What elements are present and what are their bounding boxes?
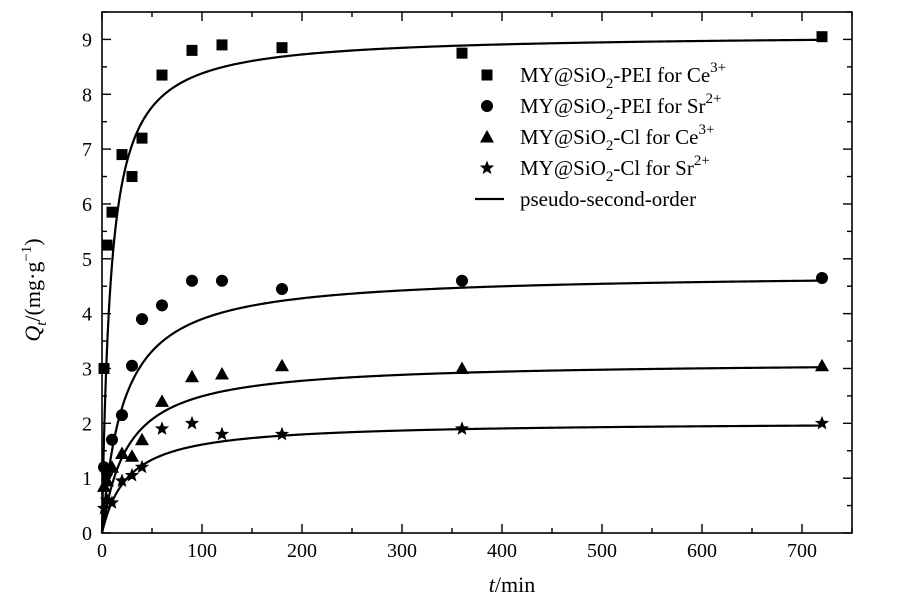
x-tick-label: 400 xyxy=(487,540,517,562)
x-tick-label: 700 xyxy=(787,540,817,562)
axes: 0 100 200 300 400 500 600 700 0 1 2 3 4 5 6 7 8 9 xyxy=(82,11,853,562)
data-point-circle xyxy=(116,409,128,422)
data-point-square xyxy=(156,69,168,81)
data-point-star xyxy=(814,415,830,430)
fit-curve-series-3 xyxy=(100,366,823,534)
data-point-square xyxy=(101,239,113,251)
y-tick-label: 9 xyxy=(82,29,92,51)
y-tick-label: 5 xyxy=(82,249,92,271)
x-tick-label: 200 xyxy=(287,540,317,562)
legend-marker-star xyxy=(479,160,495,175)
data-point-star xyxy=(114,473,130,487)
x-tick-label: 600 xyxy=(687,540,717,562)
data-point-triangle xyxy=(125,449,139,462)
data-point-square xyxy=(276,42,288,54)
data-point-triangle xyxy=(135,432,149,446)
data-point-triangle xyxy=(275,358,289,372)
data-point-circle xyxy=(126,359,138,372)
y-tick-label: 0 xyxy=(82,523,92,545)
y-tick-label: 2 xyxy=(82,413,92,435)
x-tick-label: 100 xyxy=(187,540,217,562)
data-point-square xyxy=(216,39,228,51)
legend-entry-label: MY@SiO2-PEI for Ce3+ xyxy=(520,60,726,92)
data-point-circle xyxy=(276,282,288,295)
legend-fit-label: pseudo-second-order xyxy=(520,187,696,211)
legend-entry-label: MY@SiO2-Cl for Ce3+ xyxy=(520,122,714,154)
data-point-circle xyxy=(816,271,828,284)
data-point-square xyxy=(456,47,468,59)
x-tick-label: 300 xyxy=(387,540,417,562)
y-axis-unit-a: /(mg·g xyxy=(20,262,45,322)
data-point-star xyxy=(454,421,470,435)
data-point-circle xyxy=(186,274,198,287)
data-point-triangle xyxy=(105,460,119,473)
data-point-square xyxy=(98,362,110,374)
plot-frame xyxy=(101,11,853,534)
y-axis-unit-b: ) xyxy=(20,238,45,245)
data-point-star xyxy=(124,467,140,482)
y-axis-var: Q xyxy=(20,326,45,342)
data-point-triangle xyxy=(455,361,469,374)
data-point-circle xyxy=(106,433,118,446)
data-point-triangle xyxy=(155,394,169,407)
legend-entry-label: MY@SiO2-Cl for Sr2+ xyxy=(520,153,710,185)
y-tick-label: 4 xyxy=(82,304,92,326)
data-point-square xyxy=(186,44,198,56)
data-point-star xyxy=(184,415,200,430)
data-point-star xyxy=(274,426,290,441)
data-point-triangle xyxy=(100,473,114,487)
y-tick-label: 6 xyxy=(82,194,92,216)
y-tick-label: 8 xyxy=(82,84,92,106)
data-point-square xyxy=(136,132,148,144)
data-point-circle xyxy=(216,274,228,287)
legend-marker-square xyxy=(481,69,493,81)
data-point-square xyxy=(116,149,128,161)
y-tick-label: 3 xyxy=(82,358,92,380)
data-point-star xyxy=(99,492,115,507)
data-point-circle xyxy=(456,274,468,287)
data-markers xyxy=(96,31,830,515)
data-point-triangle xyxy=(185,369,199,383)
x-tick-label: 500 xyxy=(587,540,617,562)
data-point-circle xyxy=(136,313,148,326)
data-point-triangle xyxy=(215,366,229,380)
x-axis-unit: /min xyxy=(495,572,535,597)
y-axis-var-sub: t xyxy=(34,321,50,326)
y-axis-unit-sup: −1 xyxy=(19,246,35,262)
data-point-star xyxy=(96,500,112,515)
x-axis-label: t/min xyxy=(489,572,535,597)
data-point-star xyxy=(154,421,170,435)
data-point-star xyxy=(104,495,120,509)
y-tick-label: 7 xyxy=(82,139,92,161)
y-tick-label: 1 xyxy=(82,468,92,490)
data-point-triangle xyxy=(815,358,829,372)
data-point-star xyxy=(134,459,150,474)
y-axis-label: Qt/(mg·g−1) xyxy=(19,238,50,341)
data-point-star xyxy=(214,426,230,441)
legend-marker-triangle xyxy=(480,130,494,143)
fit-curve-series-1 xyxy=(100,38,823,533)
legend-marker-circle xyxy=(481,100,493,112)
data-point-square xyxy=(126,171,138,183)
fit-curve-series-2 xyxy=(100,279,823,534)
data-point-circle xyxy=(156,299,168,312)
x-axis-var: t xyxy=(489,572,496,597)
data-point-square xyxy=(816,31,828,43)
legend: MY@SiO2-PEI for Ce3+MY@SiO2-PEI for Sr2+… xyxy=(475,60,726,211)
data-point-triangle xyxy=(115,446,129,459)
data-point-square xyxy=(106,206,118,218)
legend-entry-label: MY@SiO2-PEI for Sr2+ xyxy=(520,91,721,123)
fit-curve-series-4 xyxy=(100,424,823,534)
x-tick-label: 0 xyxy=(97,540,107,562)
